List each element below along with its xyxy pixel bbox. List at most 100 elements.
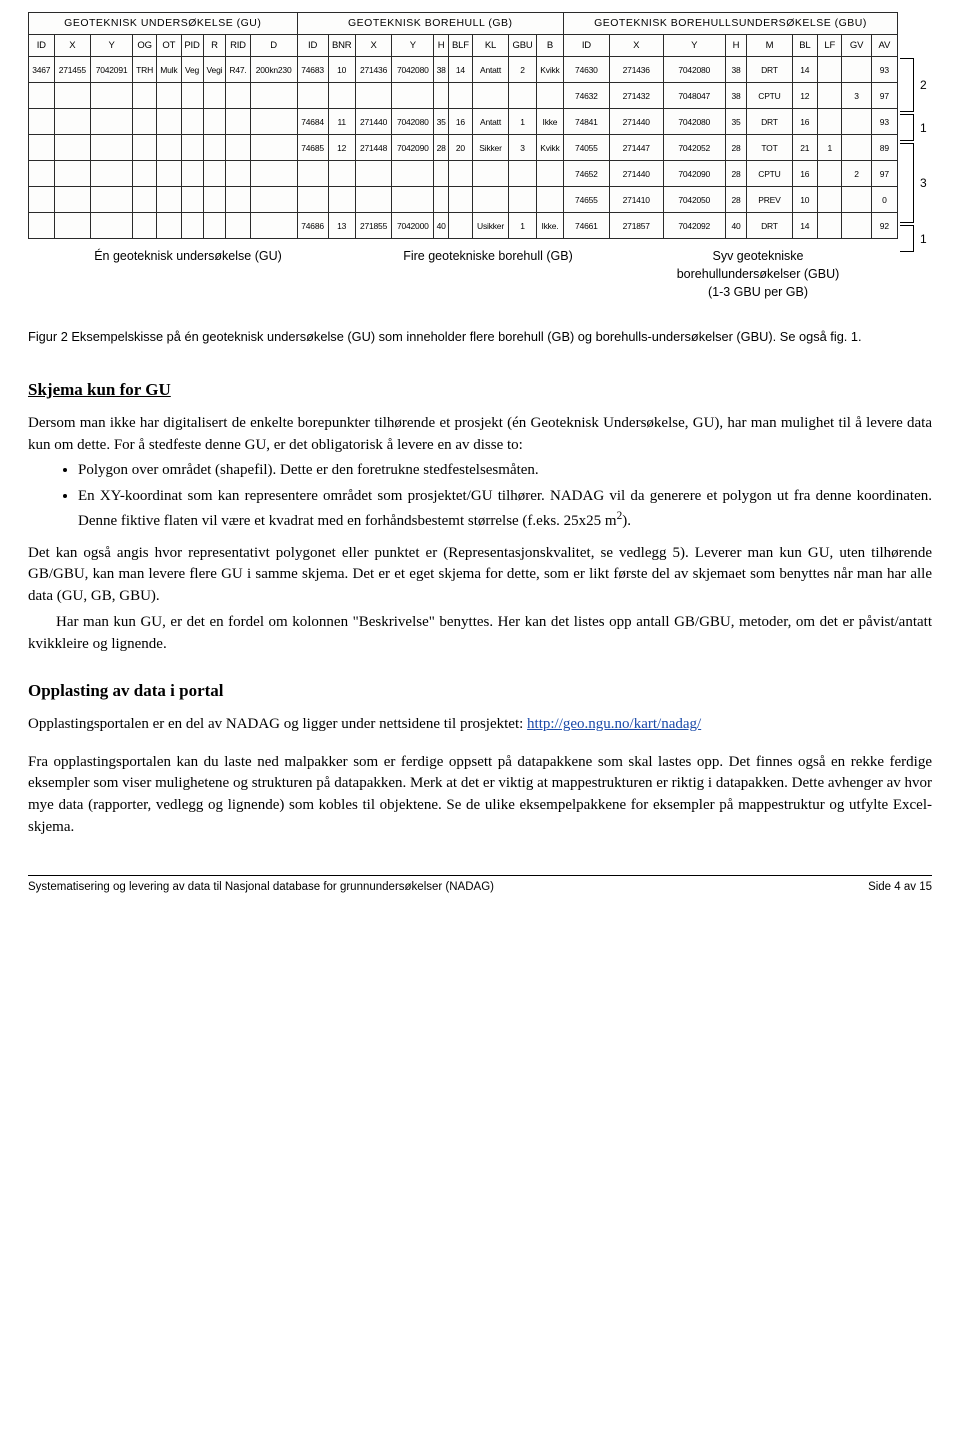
table-cell bbox=[842, 109, 871, 135]
table-cell bbox=[392, 83, 434, 109]
table-cell bbox=[181, 213, 203, 239]
table-cell: 3 bbox=[842, 83, 871, 109]
skjema-paragraph-3: Har man kun GU, er det en fordel om kolo… bbox=[28, 612, 932, 656]
table-cell bbox=[226, 161, 250, 187]
table-cell: 271436 bbox=[609, 57, 663, 83]
table-cell: 7042050 bbox=[663, 187, 725, 213]
table-cell: 3 bbox=[509, 135, 537, 161]
table-cell: 74655 bbox=[563, 187, 609, 213]
table-cell: 2 bbox=[842, 161, 871, 187]
table-cell: 7042090 bbox=[392, 135, 434, 161]
table-cell bbox=[133, 109, 157, 135]
column-header: LF bbox=[818, 35, 842, 57]
table-cell: CPTU bbox=[747, 161, 792, 187]
column-header: BNR bbox=[328, 35, 355, 57]
table-cell bbox=[133, 83, 157, 109]
table-cell: 38 bbox=[725, 57, 747, 83]
table-cell: 14 bbox=[792, 57, 817, 83]
table-cell: Kvikk bbox=[536, 57, 563, 83]
footer-rule bbox=[28, 875, 932, 876]
column-header: X bbox=[609, 35, 663, 57]
table-cell bbox=[250, 109, 297, 135]
column-header: B bbox=[536, 35, 563, 57]
table-cell: Mulk bbox=[157, 57, 181, 83]
caption-gbu: Syv geotekniske borehullundersøkelser (G… bbox=[628, 247, 888, 301]
table-cell: 74652 bbox=[563, 161, 609, 187]
table-cell bbox=[91, 135, 133, 161]
table-cell bbox=[297, 83, 328, 109]
table-cell bbox=[448, 213, 472, 239]
table-cell: 14 bbox=[448, 57, 472, 83]
row-group-brackets: 2131 bbox=[898, 12, 932, 239]
table-cell: 11 bbox=[328, 109, 355, 135]
skjema-paragraph-1: Dersom man ikke har digitalisert de enke… bbox=[28, 413, 932, 457]
table-cell bbox=[472, 83, 508, 109]
table-cell: 271440 bbox=[609, 109, 663, 135]
table-cell: 271436 bbox=[355, 57, 392, 83]
column-header: PID bbox=[181, 35, 203, 57]
table-cell: 97 bbox=[871, 83, 897, 109]
table-cell bbox=[842, 187, 871, 213]
table-cell bbox=[818, 187, 842, 213]
table-cell bbox=[91, 83, 133, 109]
table-cell bbox=[157, 109, 181, 135]
table-cell bbox=[226, 135, 250, 161]
table-cell: 16 bbox=[792, 161, 817, 187]
caption-gu: Én geoteknisk undersøkelse (GU) bbox=[28, 247, 348, 301]
column-header: ID bbox=[297, 35, 328, 57]
table-cell bbox=[91, 213, 133, 239]
table-cell bbox=[509, 83, 537, 109]
table-cell bbox=[226, 83, 250, 109]
table-cell bbox=[54, 135, 91, 161]
table-cell: Ikke bbox=[536, 109, 563, 135]
table-cell: PREV bbox=[747, 187, 792, 213]
table-cell bbox=[157, 161, 181, 187]
table-cell: 40 bbox=[725, 213, 747, 239]
table-cell: DRT bbox=[747, 57, 792, 83]
table-cell bbox=[250, 213, 297, 239]
table-cell bbox=[29, 187, 55, 213]
table-cell bbox=[842, 135, 871, 161]
table-cell: 74841 bbox=[563, 109, 609, 135]
table-cell bbox=[29, 213, 55, 239]
table-cell bbox=[536, 187, 563, 213]
portal-link[interactable]: http://geo.ngu.no/kart/nadag/ bbox=[527, 716, 701, 732]
table-cell: 7042091 bbox=[91, 57, 133, 83]
table-cell: 12 bbox=[792, 83, 817, 109]
column-header: H bbox=[725, 35, 747, 57]
table-row: 746841127144070420803516Antatt1Ikke74841… bbox=[29, 109, 898, 135]
table-cell: 28 bbox=[725, 187, 747, 213]
table-cell: 74630 bbox=[563, 57, 609, 83]
column-header: Y bbox=[91, 35, 133, 57]
table-cell bbox=[203, 83, 226, 109]
bullet-item-1: Polygon over området (shapefil). Dette e… bbox=[78, 460, 932, 482]
table-cell bbox=[448, 187, 472, 213]
table-cell: 1 bbox=[509, 109, 537, 135]
table-cell: 97 bbox=[871, 161, 897, 187]
table-cell: 35 bbox=[725, 109, 747, 135]
table-cell: Sikker bbox=[472, 135, 508, 161]
table-cell bbox=[250, 161, 297, 187]
column-header: GBU bbox=[509, 35, 537, 57]
table-cell: 28 bbox=[725, 161, 747, 187]
footer-right: Side 4 av 15 bbox=[868, 879, 932, 896]
table-cell bbox=[157, 135, 181, 161]
table-cell: 28 bbox=[725, 135, 747, 161]
bracket-count: 2 bbox=[920, 77, 927, 94]
table-cell: 16 bbox=[448, 109, 472, 135]
table-cell: 74685 bbox=[297, 135, 328, 161]
table-cell bbox=[181, 135, 203, 161]
table-cell bbox=[54, 161, 91, 187]
opplasting-p1-text: Opplastingsportalen er en del av NADAG o… bbox=[28, 716, 527, 732]
table-cell: 10 bbox=[328, 57, 355, 83]
table-cell: R47. bbox=[226, 57, 250, 83]
table-cell bbox=[818, 109, 842, 135]
table-cell: 21 bbox=[792, 135, 817, 161]
table-cell bbox=[328, 83, 355, 109]
column-header: GV bbox=[842, 35, 871, 57]
table-cell: 14 bbox=[792, 213, 817, 239]
table-cell: 12 bbox=[328, 135, 355, 161]
table-cell: 7048047 bbox=[663, 83, 725, 109]
table-cell bbox=[250, 187, 297, 213]
table-cell: 74686 bbox=[297, 213, 328, 239]
